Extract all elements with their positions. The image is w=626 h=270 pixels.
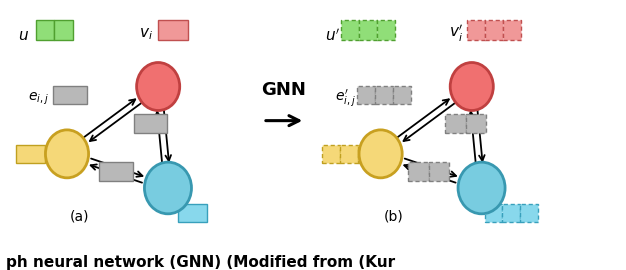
Bar bbox=[340, 145, 357, 163]
Text: (b): (b) bbox=[384, 210, 403, 224]
Ellipse shape bbox=[136, 63, 180, 110]
Bar bbox=[485, 20, 503, 40]
Text: $v_i$: $v_i$ bbox=[138, 26, 153, 42]
Text: GNN: GNN bbox=[261, 80, 306, 99]
Bar bbox=[375, 86, 393, 104]
Bar bbox=[377, 20, 396, 40]
Text: (a): (a) bbox=[70, 210, 90, 224]
Ellipse shape bbox=[145, 162, 192, 214]
Text: $e^{\prime}_{i,j}$: $e^{\prime}_{i,j}$ bbox=[334, 88, 356, 109]
Bar bbox=[408, 162, 429, 181]
Bar bbox=[36, 20, 54, 40]
Text: $e_{i,j}$: $e_{i,j}$ bbox=[28, 90, 49, 107]
Bar bbox=[359, 20, 377, 40]
Ellipse shape bbox=[46, 130, 89, 178]
Text: $u^{\prime}$: $u^{\prime}$ bbox=[325, 28, 340, 44]
Bar bbox=[134, 114, 167, 133]
Bar bbox=[445, 114, 466, 133]
Bar bbox=[467, 20, 485, 40]
Bar bbox=[393, 86, 411, 104]
Bar bbox=[178, 204, 207, 222]
Bar bbox=[341, 20, 359, 40]
Bar bbox=[357, 145, 376, 163]
Text: $u$: $u$ bbox=[18, 28, 29, 43]
Text: ph neural network (GNN) (Modified from (Kur: ph neural network (GNN) (Modified from (… bbox=[6, 255, 396, 270]
Bar bbox=[429, 162, 449, 181]
Bar bbox=[322, 145, 340, 163]
Ellipse shape bbox=[359, 130, 402, 178]
Ellipse shape bbox=[450, 63, 493, 110]
Bar bbox=[54, 20, 73, 40]
Ellipse shape bbox=[458, 162, 505, 214]
Bar bbox=[503, 20, 521, 40]
Bar bbox=[520, 204, 538, 222]
Bar bbox=[53, 86, 86, 104]
Bar bbox=[466, 114, 486, 133]
Bar bbox=[16, 145, 46, 163]
Bar bbox=[158, 20, 188, 40]
Bar bbox=[503, 204, 520, 222]
Bar bbox=[100, 162, 133, 181]
Text: $v_i^{\prime}$: $v_i^{\prime}$ bbox=[449, 23, 464, 45]
Bar bbox=[357, 86, 375, 104]
Bar bbox=[485, 204, 503, 222]
